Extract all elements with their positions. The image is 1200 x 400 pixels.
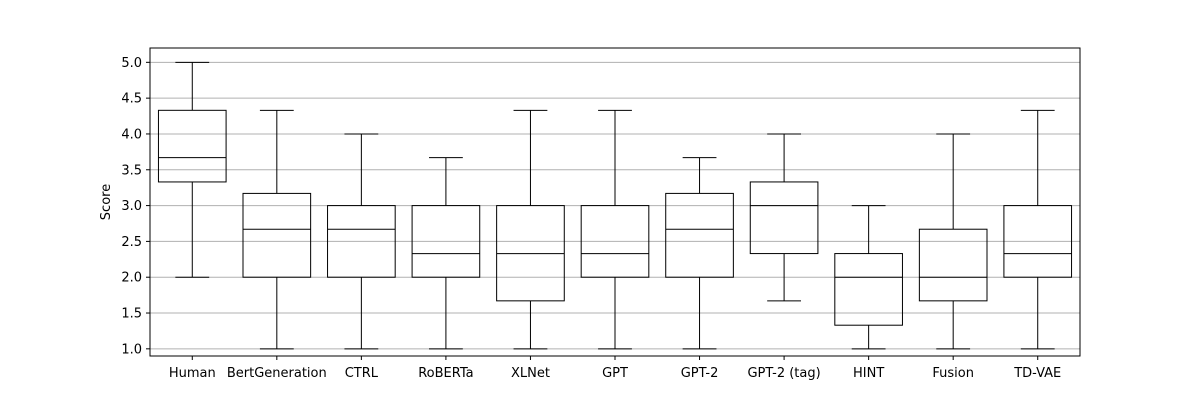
boxes <box>157 61 1073 350</box>
x-tick-label: BertGeneration <box>227 366 327 381</box>
iqr-box <box>918 228 988 302</box>
iqr-box <box>665 192 734 278</box>
y-tick-label: 1.0 <box>121 342 142 357</box>
x-tick-label: RoBERTa <box>418 366 473 381</box>
box-td-vae <box>1003 109 1073 350</box>
box-hint <box>834 205 903 350</box>
box-gpt-2 <box>665 157 734 350</box>
x-tick-label: Human <box>169 366 216 381</box>
box-bertgeneration <box>242 109 312 350</box>
y-tick-label: 3.0 <box>121 199 142 214</box>
y-axis-ticks: 1.0 1.5 2.0 2.5 3.0 3.5 4.0 4.5 5.0 <box>121 56 150 357</box>
x-tick-label: GPT-2 (tag) <box>747 366 820 381</box>
y-tick-label: 2.0 <box>121 271 142 286</box>
x-tick-label: GPT <box>602 366 628 381</box>
iqr-box <box>327 205 396 278</box>
y-axis-label: Score <box>99 184 114 220</box>
iqr-box <box>1003 205 1073 278</box>
iqr-box <box>580 205 650 278</box>
y-tick-label: 5.0 <box>121 56 142 71</box>
iqr-box <box>411 205 481 278</box>
x-tick-label: HINT <box>853 366 884 381</box>
box-ctrl <box>327 133 396 350</box>
x-tick-label: Fusion <box>932 366 974 381</box>
y-tick-label: 4.0 <box>121 127 142 142</box>
box-roberta <box>411 157 481 350</box>
x-tick-label: XLNet <box>511 366 550 381</box>
iqr-box <box>749 181 819 255</box>
x-tick-label: CTRL <box>345 366 379 381</box>
x-tick-label: GPT-2 <box>681 366 719 381</box>
y-tick-label: 3.5 <box>121 163 142 178</box>
y-tick-label: 1.5 <box>121 307 142 322</box>
y-tick-label: 2.5 <box>121 235 142 250</box>
box-gpt <box>580 109 650 350</box>
box-human <box>157 61 227 278</box>
iqr-box <box>157 109 227 183</box>
y-tick-label: 4.5 <box>121 92 142 107</box>
x-axis-ticks: Human BertGeneration CTRL RoBERTa XLNet GPT GP… <box>169 356 1061 381</box>
box-gpt-2-tag <box>749 133 819 302</box>
box-xlnet <box>496 109 565 350</box>
iqr-box <box>834 253 903 326</box>
iqr-box <box>242 192 312 278</box>
box-fusion <box>918 133 988 350</box>
x-tick-label: TD-VAE <box>1013 366 1061 381</box>
